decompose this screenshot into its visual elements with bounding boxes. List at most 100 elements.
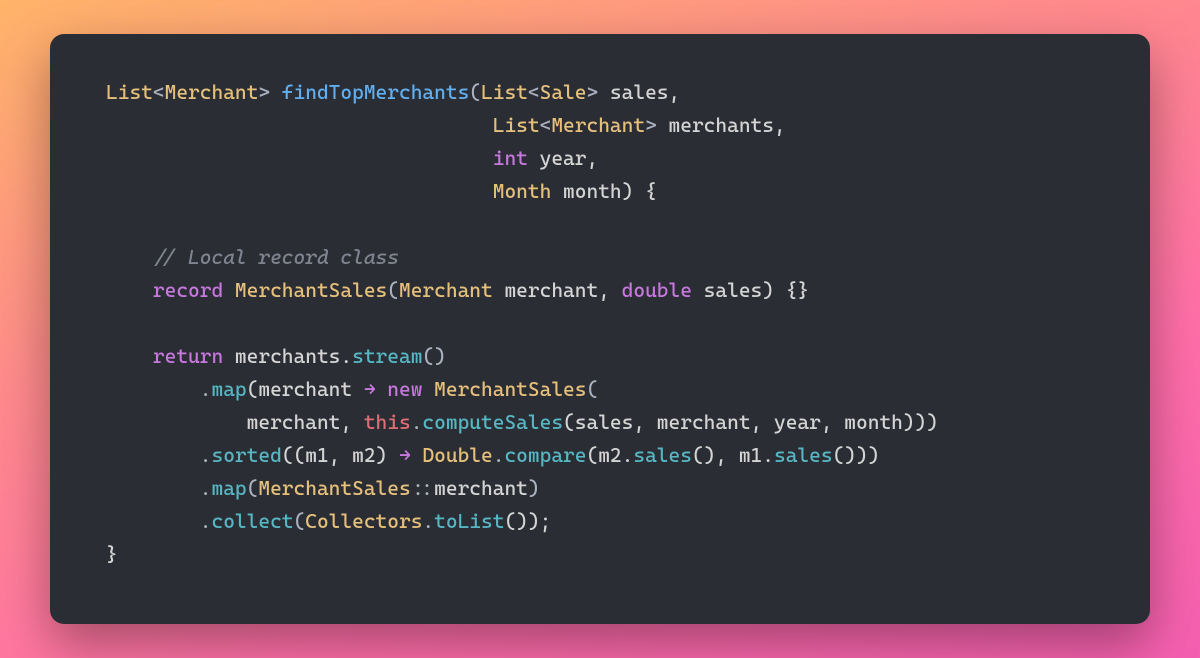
- code-token: Sale: [540, 80, 587, 104]
- code-token: stream: [352, 344, 422, 368]
- code-token: }: [106, 542, 118, 566]
- code-token: ): [528, 476, 540, 500]
- code-token: (: [247, 476, 259, 500]
- code-line: .map(MerchantSales::merchant): [106, 476, 540, 500]
- code-token: →: [399, 443, 411, 467]
- code-token: (merchant: [247, 377, 364, 401]
- code-line: Month month) {: [106, 179, 657, 203]
- code-token: this: [364, 410, 411, 434]
- code-line: // Local record class: [106, 245, 399, 269]
- code-line: .collect(Collectors.toList());: [106, 509, 551, 533]
- code-block: List<Merchant> findTopMerchants(List<Sal…: [106, 76, 1094, 571]
- code-token: collect: [211, 509, 293, 533]
- code-token: merchants.: [223, 344, 352, 368]
- code-token: (sales, merchant, year, month))): [563, 410, 938, 434]
- code-token: .: [493, 443, 505, 467]
- code-token: >: [586, 80, 598, 104]
- code-token: [106, 278, 153, 302]
- code-token: Collectors: [305, 509, 422, 533]
- code-token: return: [153, 344, 223, 368]
- code-token: List: [106, 80, 153, 104]
- code-token: .: [106, 443, 211, 467]
- code-token: // Local record class: [153, 245, 399, 269]
- code-token: [106, 245, 153, 269]
- code-token: double: [622, 278, 692, 302]
- code-token: [106, 146, 493, 170]
- code-line: .map(merchant → new MerchantSales(: [106, 377, 598, 401]
- code-token: [106, 212, 118, 236]
- code-token: map: [211, 476, 246, 500]
- gradient-background: List<Merchant> findTopMerchants(List<Sal…: [0, 0, 1200, 658]
- code-token: merchant: [434, 476, 528, 500]
- code-token: (): [422, 344, 445, 368]
- code-token: ((m1, m2): [282, 443, 399, 467]
- code-token: toList: [434, 509, 504, 533]
- code-token: sales: [633, 443, 692, 467]
- code-token: int: [493, 146, 528, 170]
- code-token: .: [106, 377, 211, 401]
- code-token: (), m1.: [692, 443, 774, 467]
- code-token: .: [422, 509, 434, 533]
- code-line: int year,: [106, 146, 598, 170]
- code-token: Merchant: [551, 113, 645, 137]
- code-token: List: [481, 80, 528, 104]
- code-token: .: [106, 509, 211, 533]
- code-token: (m2.: [586, 443, 633, 467]
- code-line: merchant, this.computeSales(sales, merch…: [106, 410, 938, 434]
- code-token: findTopMerchants: [282, 80, 470, 104]
- code-token: map: [211, 377, 246, 401]
- code-token: [106, 179, 493, 203]
- code-token: MerchantSales: [235, 278, 387, 302]
- code-card: List<Merchant> findTopMerchants(List<Sal…: [50, 34, 1150, 624]
- code-token: Merchant: [399, 278, 493, 302]
- code-token: MerchantSales: [434, 377, 586, 401]
- code-token: (: [586, 377, 598, 401]
- code-token: [223, 278, 235, 302]
- code-token: MerchantSales: [258, 476, 410, 500]
- code-token: [106, 113, 493, 137]
- code-token: (: [294, 509, 306, 533]
- code-token: record: [153, 278, 223, 302]
- code-token: <: [528, 80, 540, 104]
- code-token: merchant,: [493, 278, 622, 302]
- code-token: sales) {}: [692, 278, 809, 302]
- code-line: return merchants.stream(): [106, 344, 446, 368]
- code-token: .: [411, 410, 423, 434]
- code-token: merchants,: [657, 113, 786, 137]
- code-token: .: [106, 476, 211, 500]
- code-line: List<Merchant> findTopMerchants(List<Sal…: [106, 80, 680, 104]
- code-token: sales: [774, 443, 833, 467]
- code-token: <: [153, 80, 165, 104]
- code-token: sales,: [598, 80, 680, 104]
- code-token: [270, 80, 282, 104]
- code-token: compare: [504, 443, 586, 467]
- code-token: Month: [493, 179, 552, 203]
- code-token: [106, 311, 118, 335]
- code-token: (: [469, 80, 481, 104]
- code-token: →: [364, 377, 376, 401]
- code-line: }: [106, 542, 118, 566]
- code-line: List<Merchant> merchants,: [106, 113, 786, 137]
- code-token: computeSales: [422, 410, 563, 434]
- code-token: List: [493, 113, 540, 137]
- code-token: year,: [528, 146, 598, 170]
- code-token: Merchant: [165, 80, 259, 104]
- code-token: [411, 443, 423, 467]
- code-token: [376, 377, 388, 401]
- code-token: <: [540, 113, 552, 137]
- code-line: .sorted((m1, m2) → Double.compare(m2.sal…: [106, 443, 879, 467]
- code-token: ())): [833, 443, 880, 467]
- code-line: [106, 212, 118, 236]
- code-token: ());: [504, 509, 551, 533]
- code-line: [106, 311, 118, 335]
- code-token: >: [645, 113, 657, 137]
- code-token: merchant,: [106, 410, 364, 434]
- code-line: record MerchantSales(Merchant merchant, …: [106, 278, 809, 302]
- code-token: sorted: [211, 443, 281, 467]
- code-token: ::: [411, 476, 434, 500]
- code-token: (: [387, 278, 399, 302]
- code-token: Double: [422, 443, 492, 467]
- code-token: [106, 344, 153, 368]
- code-token: month) {: [551, 179, 656, 203]
- code-token: >: [258, 80, 270, 104]
